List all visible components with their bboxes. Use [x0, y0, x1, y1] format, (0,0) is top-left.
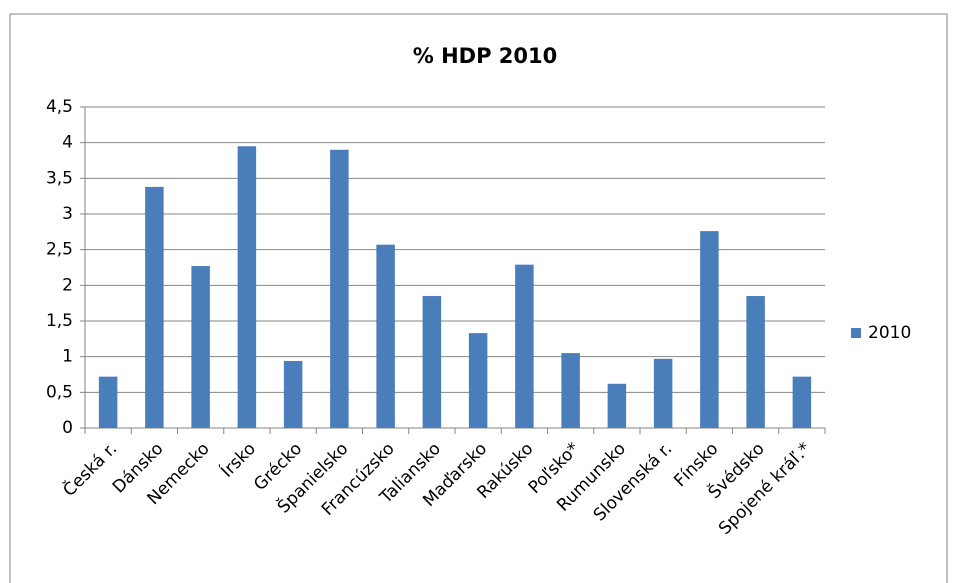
y-tick-label: 1,5 — [46, 311, 73, 331]
chart-border — [9, 13, 948, 583]
bar — [145, 186, 164, 428]
bar — [700, 231, 719, 428]
y-tick-label: 0 — [62, 418, 73, 438]
y-tick-label: 2,5 — [46, 240, 73, 260]
bar — [515, 264, 534, 428]
bar — [237, 146, 257, 428]
bar — [746, 296, 765, 428]
bar — [607, 383, 627, 428]
y-tick-label: 4 — [62, 133, 73, 153]
bar — [792, 376, 812, 428]
y-tick-label: 3 — [62, 204, 73, 224]
bar — [191, 266, 210, 428]
y-tick-label: 0,5 — [46, 382, 73, 402]
chart-title: % HDP 2010 — [413, 44, 558, 68]
y-tick-label: 4,5 — [46, 97, 73, 117]
legend-swatch — [851, 328, 861, 338]
bar — [468, 333, 488, 428]
bar — [561, 353, 580, 428]
bar — [283, 360, 303, 428]
y-tick-label: 1 — [62, 347, 73, 367]
y-tick-label: 2 — [62, 275, 73, 295]
y-tick-label: 3,5 — [46, 168, 73, 188]
bar — [330, 149, 349, 429]
bar — [98, 376, 118, 428]
bar — [376, 244, 395, 428]
bar — [422, 296, 442, 428]
legend-label: 2010 — [868, 323, 911, 343]
bar — [653, 358, 673, 428]
